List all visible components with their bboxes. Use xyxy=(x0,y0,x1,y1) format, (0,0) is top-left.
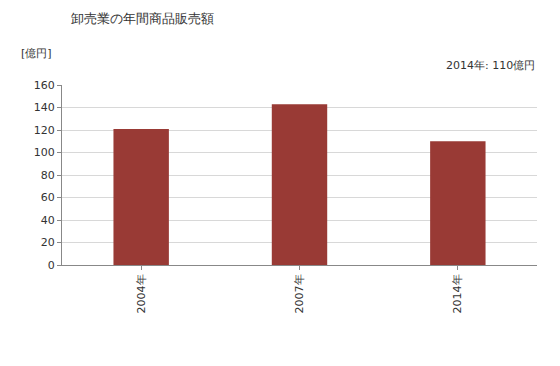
svg-text:0: 0 xyxy=(48,259,55,272)
svg-text:40: 40 xyxy=(41,214,55,227)
svg-text:80: 80 xyxy=(41,169,55,182)
svg-text:140: 140 xyxy=(34,101,55,114)
svg-text:120: 120 xyxy=(34,124,55,137)
svg-text:2014年: 110億円: 2014年: 110億円 xyxy=(446,59,535,72)
svg-text:2014年: 2014年 xyxy=(451,274,464,313)
svg-text:2004年: 2004年 xyxy=(135,274,148,313)
svg-text:60: 60 xyxy=(41,191,55,204)
svg-text:20: 20 xyxy=(41,236,55,249)
svg-text:2007年: 2007年 xyxy=(293,274,306,313)
svg-text:[億円]: [億円] xyxy=(21,47,52,60)
svg-text:160: 160 xyxy=(34,79,55,92)
svg-text:卸売業の年間商品販売額: 卸売業の年間商品販売額 xyxy=(71,11,214,26)
svg-text:100: 100 xyxy=(34,146,55,159)
